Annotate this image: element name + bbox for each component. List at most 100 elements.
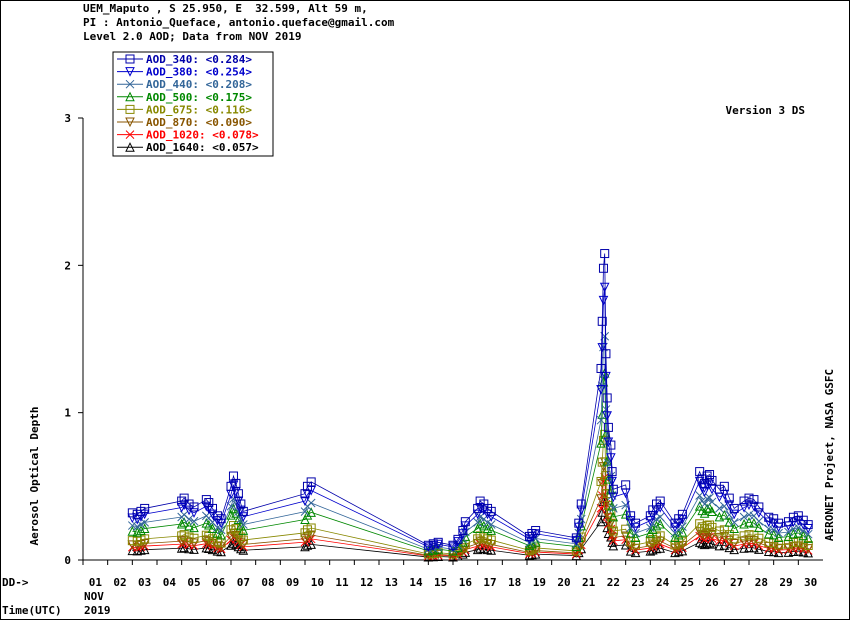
data-point <box>423 542 434 553</box>
data-point <box>300 489 310 499</box>
data-point <box>189 508 199 518</box>
data-point <box>306 507 316 517</box>
data-point <box>433 537 443 547</box>
series-aod-440 <box>127 331 813 554</box>
data-point <box>749 518 759 528</box>
data-point <box>236 543 246 554</box>
data-point <box>678 522 687 532</box>
data-point <box>724 542 735 553</box>
data-point <box>625 527 636 538</box>
data-point <box>216 514 226 524</box>
data-point <box>729 534 739 544</box>
data-point <box>603 473 614 484</box>
data-point <box>576 499 586 509</box>
data-point <box>201 518 212 528</box>
x-tick-label: 07 <box>237 576 250 589</box>
data-point <box>729 538 740 549</box>
pi-info: PI : Antonio_Queface, antonio.queface@gm… <box>83 16 395 29</box>
data-point <box>655 496 665 506</box>
data-point <box>719 509 730 520</box>
x-tick-label: 23 <box>631 576 644 589</box>
data-point <box>739 543 749 553</box>
data-point <box>645 537 655 547</box>
x-tick-label: 25 <box>681 576 694 589</box>
data-point <box>754 544 764 554</box>
data-point <box>140 503 150 513</box>
legend-entry: AOD_340: <0.284> <box>146 53 252 66</box>
data-point <box>719 540 730 550</box>
x-tick-label: 21 <box>582 576 596 589</box>
data-point <box>788 517 799 528</box>
data-point <box>651 520 662 531</box>
data-point <box>705 493 714 502</box>
data-point <box>216 529 226 540</box>
data-point <box>749 501 759 512</box>
data-point <box>189 516 199 526</box>
x-tick-label: 22 <box>607 576 620 589</box>
data-point <box>233 489 243 499</box>
data-point <box>203 519 214 530</box>
data-point <box>631 540 641 550</box>
x-tick-label: 02 <box>113 576 126 589</box>
data-point <box>228 538 239 548</box>
data-point <box>798 546 809 557</box>
data-point <box>472 544 483 555</box>
data-point <box>697 529 707 540</box>
data-point <box>768 529 779 540</box>
x-tick-label: 09 <box>286 576 299 589</box>
data-point <box>226 501 236 511</box>
data-point <box>238 525 249 535</box>
data-point <box>189 533 199 543</box>
data-point <box>300 541 310 552</box>
y-axis-label: Aerosol Optical Depth <box>28 406 41 545</box>
data-point <box>306 539 316 549</box>
data-point <box>606 440 616 450</box>
data-point <box>597 457 607 467</box>
data-point <box>707 538 717 549</box>
data-point <box>238 512 249 522</box>
data-point <box>625 546 636 556</box>
data-point <box>773 543 784 554</box>
data-point <box>754 538 764 549</box>
data-point <box>176 543 187 553</box>
data-point <box>729 541 739 551</box>
version-label: Version 3 DS <box>726 104 805 117</box>
data-point <box>176 536 187 547</box>
data-point <box>700 478 710 488</box>
data-point <box>486 520 496 529</box>
data-point <box>531 526 541 536</box>
data-point <box>749 530 759 540</box>
data-point <box>139 523 150 534</box>
data-point <box>140 534 150 544</box>
data-point <box>754 541 764 551</box>
data-point <box>596 438 606 448</box>
data-point <box>136 525 146 535</box>
data-point <box>602 411 612 421</box>
legend-entry: AOD_440: <0.208> <box>146 78 252 91</box>
legend-marker <box>125 130 135 139</box>
data-point <box>707 530 717 540</box>
data-point <box>236 499 246 509</box>
data-point <box>306 477 316 487</box>
legend-marker <box>125 79 135 89</box>
data-point <box>597 491 607 500</box>
data-point <box>486 545 497 555</box>
data-point <box>729 544 740 555</box>
x-tick-label: 27 <box>730 576 743 589</box>
data-point <box>448 542 458 553</box>
data-point <box>597 507 608 517</box>
data-point <box>598 263 608 273</box>
x-tick-label: 06 <box>212 576 226 589</box>
data-point <box>460 517 470 527</box>
data-point <box>596 494 606 504</box>
data-point <box>127 508 137 518</box>
data-point <box>739 512 749 522</box>
data-point <box>228 471 238 481</box>
data-point <box>473 518 483 527</box>
station-title: UEM_Maputo , S 25.950, E 32.599, Alt 59 … <box>83 2 368 15</box>
data-point <box>189 502 199 512</box>
data-point <box>744 517 754 527</box>
data-point <box>803 544 814 554</box>
data-point <box>645 523 655 533</box>
